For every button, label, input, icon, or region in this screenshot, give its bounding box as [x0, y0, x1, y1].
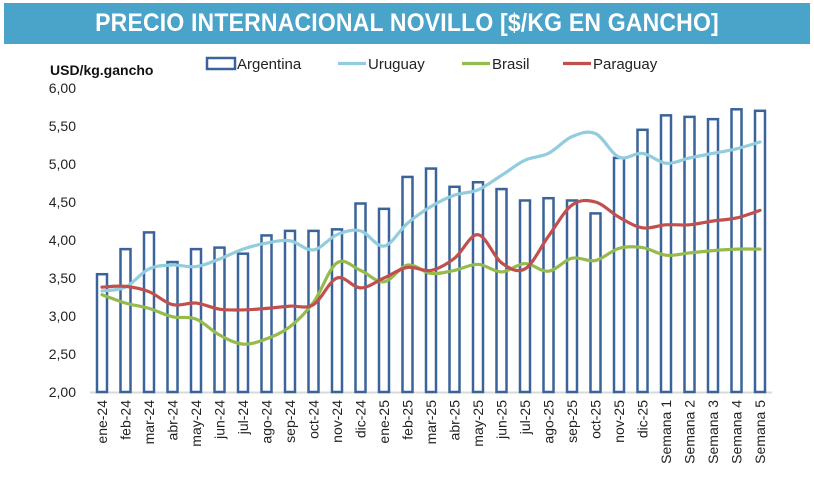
- x-tick-label: may-25: [470, 400, 486, 447]
- bar-argentina: [95, 272, 109, 394]
- x-tick-label: feb-24: [118, 400, 134, 440]
- x-tick-label: oct-24: [306, 400, 322, 439]
- bar-argentina: [307, 229, 320, 394]
- legend-swatch-argentina: [205, 56, 237, 71]
- bar-argentina: [589, 212, 602, 394]
- bar-argentina: [636, 128, 649, 394]
- bar-argentina: [119, 247, 132, 394]
- x-axis-ticks: ene-24 feb-24 mar-24 abr-24 may-24 jun-24 jul-…: [94, 400, 768, 464]
- x-tick-label: ago-25: [541, 400, 557, 444]
- y-tick-label: 2,50: [49, 346, 76, 362]
- bar-argentina: [518, 199, 532, 394]
- line-brasil: [100, 245, 762, 346]
- bar-argentina: [330, 228, 344, 394]
- y-tick-label: 6,00: [49, 80, 76, 96]
- legend-label-paraguay: Paraguay: [593, 56, 658, 73]
- bar-argentina: [401, 175, 414, 394]
- x-tick-label: abr-25: [447, 400, 463, 441]
- bar-argentina: [283, 229, 297, 394]
- bar-argentina: [236, 252, 250, 394]
- y-tick-label: 5,00: [49, 156, 76, 172]
- chart-title-bar: PRECIO INTERNACIONAL NOVILLO [$/KG EN GA…: [4, 3, 810, 44]
- x-tick-label: feb-25: [400, 400, 416, 440]
- legend-label-uruguay: Uruguay: [368, 56, 425, 73]
- x-tick-label: jul-24: [235, 400, 251, 435]
- y-axis-ticks: 2,00 2,50 3,00 3,50 4,00 4,50 5,00 5,50 6,00: [49, 80, 76, 400]
- x-tick-label: Semana 3: [705, 400, 721, 464]
- y-axis-label: USD/kg.gancho: [50, 62, 153, 78]
- x-tick-label: dic-25: [635, 400, 651, 438]
- line-uruguay: [100, 130, 762, 293]
- y-tick-label: 3,00: [49, 308, 76, 324]
- x-tick-label: dic-24: [353, 400, 369, 438]
- bar-argentina: [142, 231, 156, 394]
- bar-argentina: [495, 187, 508, 394]
- line-paraguay: [100, 198, 762, 312]
- bar-argentina: [213, 246, 226, 394]
- x-tick-label: ago-24: [259, 400, 275, 444]
- bar-argentina: [612, 156, 626, 394]
- y-tick-label: 4,50: [49, 194, 76, 210]
- x-tick-label: Semana 1: [658, 400, 674, 464]
- bar-argentina: [471, 180, 485, 394]
- chart-title: PRECIO INTERNACIONAL NOVILLO [$/KG EN GA…: [95, 9, 719, 37]
- bar-argentina: [753, 109, 767, 394]
- legend-label-argentina: Argentina: [237, 56, 302, 73]
- bars-argentina: [95, 108, 767, 394]
- x-tick-label: mar-25: [423, 400, 439, 445]
- legend: Argentina Uruguay Brasil Paraguay: [205, 56, 658, 73]
- x-tick-label: may-24: [188, 400, 204, 447]
- bar-argentina: [354, 202, 367, 394]
- x-tick-label: sep-25: [564, 400, 580, 443]
- x-tick-label: nov-24: [329, 400, 345, 443]
- x-tick-label: abr-24: [165, 400, 181, 441]
- bar-argentina: [260, 234, 273, 394]
- y-tick-label: 4,00: [49, 232, 76, 248]
- legend-label-brasil: Brasil: [492, 56, 530, 73]
- x-tick-label: Semana 4: [729, 400, 745, 464]
- y-tick-label: 5,50: [49, 118, 76, 134]
- x-tick-label: ene-24: [94, 400, 110, 444]
- x-tick-label: oct-25: [588, 400, 604, 439]
- bar-argentina: [166, 260, 179, 394]
- bar-argentina: [448, 185, 461, 394]
- x-tick-label: ene-25: [376, 400, 392, 444]
- x-tick-label: jun-24: [212, 400, 228, 440]
- y-tick-label: 2,00: [49, 384, 76, 400]
- bar-argentina: [706, 117, 720, 394]
- x-tick-label: Semana 2: [682, 400, 698, 464]
- bar-argentina: [542, 196, 555, 394]
- x-tick-label: Semana 5: [752, 400, 768, 464]
- bar-argentina: [565, 199, 579, 394]
- lines: [100, 130, 762, 346]
- x-tick-label: sep-24: [282, 400, 298, 443]
- x-tick-label: mar-24: [141, 400, 157, 445]
- y-tick-label: 3,50: [49, 270, 76, 286]
- bar-argentina: [377, 207, 391, 394]
- x-tick-label: nov-25: [611, 400, 627, 443]
- bar-argentina: [424, 167, 438, 394]
- x-tick-label: jun-25: [494, 400, 510, 440]
- x-tick-label: jul-25: [517, 400, 533, 435]
